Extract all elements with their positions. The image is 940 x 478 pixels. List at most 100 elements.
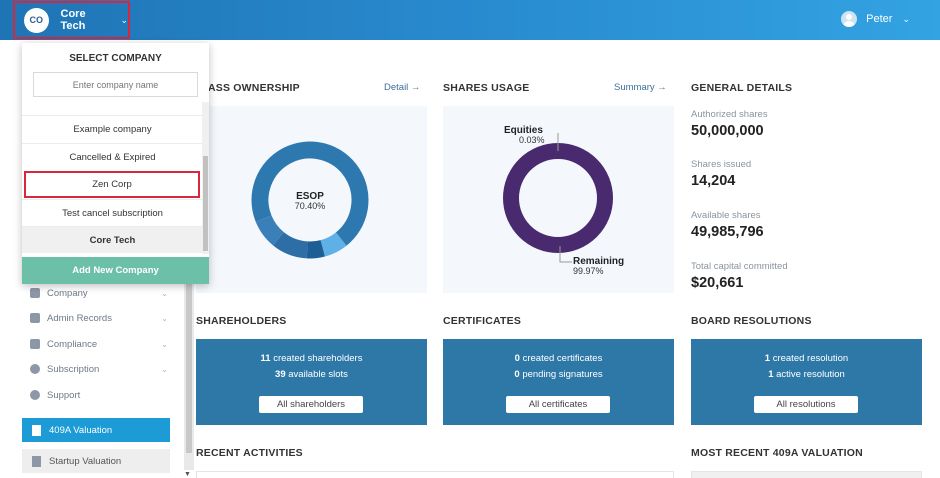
- sidebar-item-admin-records[interactable]: Admin Records ⌄: [30, 309, 174, 327]
- shield-icon: [30, 339, 40, 349]
- shares-usage-panel: Equities 0.03% Remaining 99.97%: [443, 106, 674, 293]
- all-certificates-button[interactable]: All certificates: [506, 396, 610, 413]
- available-shares-value: 49,985,796: [691, 224, 764, 240]
- resolutions-created-line: 1 created resolution: [691, 353, 922, 364]
- donut-segment: [320, 232, 347, 257]
- recent-409a-panel: [691, 471, 922, 478]
- sidebar-item-label: 409A Valuation: [49, 424, 113, 436]
- count: 0: [514, 369, 520, 380]
- authorized-shares-value: 50,000,000: [691, 123, 764, 139]
- ownership-donut: [251, 141, 369, 259]
- count: 1: [768, 369, 774, 380]
- shareholders-title: SHAREHOLDERS: [196, 315, 287, 327]
- text: created certificates: [519, 353, 603, 364]
- shares-usage-donut-chart: Equities 0.03% Remaining 99.97%: [503, 125, 624, 276]
- sidebar-item-compliance[interactable]: Compliance ⌄: [30, 335, 174, 353]
- company-option-example[interactable]: Example company: [22, 115, 203, 142]
- capital-committed-label: Total capital committed: [691, 261, 788, 272]
- company-option-test-cancel[interactable]: Test cancel subscription: [22, 199, 203, 226]
- sidebar-scrollbar[interactable]: ▼: [184, 283, 194, 478]
- shareholders-created-line: 11 created shareholders: [196, 353, 427, 364]
- certificates-created-line: 0 created certificates: [443, 353, 674, 364]
- sidebar-item-label: Compliance: [47, 338, 98, 350]
- user-name: Peter: [866, 13, 893, 25]
- shares-issued-label: Shares issued: [691, 159, 752, 170]
- sidebar-item-label: Support: [47, 389, 81, 401]
- ownership-donut-chart: ESOP 70.40%: [251, 141, 369, 259]
- sidebar-item-support[interactable]: Support: [30, 386, 174, 404]
- shareholders-slots-line: 39 available slots: [196, 369, 427, 380]
- chevron-down-icon: ⌄: [902, 13, 910, 24]
- chevron-down-icon: ⌄: [161, 339, 168, 349]
- count: 39: [275, 369, 286, 380]
- shares-remaining-ring: [503, 143, 613, 253]
- detail-link[interactable]: Detail →: [384, 82, 421, 93]
- count: 0: [514, 353, 520, 364]
- document-icon: [32, 424, 41, 436]
- donut-segment: [255, 215, 285, 246]
- chevron-down-icon: ⌄: [161, 364, 168, 374]
- dollar-icon: [30, 364, 40, 374]
- remaining-value: 99.97%: [573, 266, 604, 276]
- certificates-card: 0 created certificates 0 pending signatu…: [443, 339, 674, 425]
- remaining-label: Remaining: [573, 256, 624, 267]
- chevron-down-icon: ⌄: [161, 313, 168, 323]
- chevron-down-icon: ⌄: [120, 14, 128, 25]
- certificates-title: CERTIFICATES: [443, 315, 522, 327]
- board-resolutions-title: BOARD RESOLUTIONS: [691, 315, 812, 327]
- company-option-zen-corp[interactable]: Zen Corp: [24, 171, 200, 198]
- shareholders-card: 11 created shareholders 39 available slo…: [196, 339, 427, 425]
- company-search-input[interactable]: [33, 72, 198, 97]
- class-ownership-title: ASS OWNERSHIP: [208, 82, 300, 94]
- add-new-company-button[interactable]: Add New Company: [22, 257, 209, 284]
- user-menu[interactable]: Peter ⌄: [841, 11, 910, 27]
- dropdown-scrollbar[interactable]: [202, 102, 209, 254]
- text: pending signatures: [519, 369, 603, 380]
- company-avatar: CO: [24, 7, 49, 33]
- donut-segment: [306, 240, 325, 259]
- certificates-pending-line: 0 pending signatures: [443, 369, 674, 380]
- sidebar-item-label: Startup Valuation: [49, 455, 122, 467]
- board-resolutions-card: 1 created resolution 1 active resolution…: [691, 339, 922, 425]
- company-dropdown: SELECT COMPANY . . . . . . Example compa…: [22, 43, 209, 284]
- dropdown-title: SELECT COMPANY: [69, 53, 162, 64]
- scrollbar-thumb[interactable]: [186, 283, 192, 453]
- remaining-leader-line: [559, 246, 572, 263]
- all-shareholders-button[interactable]: All shareholders: [259, 396, 363, 413]
- scroll-down-icon[interactable]: ▼: [184, 471, 191, 478]
- donut-segment: [251, 141, 369, 246]
- records-icon: [30, 313, 40, 323]
- sidebar-startup-valuation[interactable]: Startup Valuation: [22, 449, 170, 473]
- user-avatar-icon: [841, 11, 858, 27]
- text: active resolution: [773, 369, 845, 380]
- company-switcher[interactable]: CO Core Tech ⌄: [13, 1, 130, 39]
- list-item-partial: . . . . . .: [22, 102, 203, 106]
- company-option-cancelled[interactable]: Cancelled & Expired: [22, 143, 203, 170]
- resolutions-active-line: 1 active resolution: [691, 369, 922, 380]
- company-list: . . . . . . Example company Cancelled & …: [22, 102, 203, 254]
- sidebar-item-company[interactable]: Company ⌄: [30, 284, 174, 302]
- support-icon: [30, 390, 40, 400]
- summary-link[interactable]: Summary →: [614, 82, 667, 93]
- equities-label: Equities: [504, 125, 543, 136]
- text: available slots: [285, 369, 348, 380]
- sidebar-409a-valuation[interactable]: 409A Valuation: [22, 418, 170, 442]
- recent-activities-panel: [196, 471, 674, 478]
- shares-issued-value: 14,204: [691, 173, 736, 189]
- text: created shareholders: [270, 353, 363, 364]
- all-resolutions-button[interactable]: All resolutions: [754, 396, 858, 413]
- sidebar-item-subscription[interactable]: Subscription ⌄: [30, 360, 174, 378]
- sidebar-item-label: Subscription: [47, 363, 100, 375]
- donut-segment: [273, 231, 309, 259]
- sidebar-item-label: Admin Records: [47, 312, 112, 324]
- class-ownership-panel: ESOP 70.40%: [196, 106, 427, 293]
- chevron-down-icon: ⌄: [161, 288, 168, 298]
- available-shares-label: Available shares: [691, 210, 761, 221]
- recent-409a-title: MOST RECENT 409A VALUATION: [691, 447, 863, 459]
- company-option-core-tech[interactable]: Core Tech: [22, 226, 203, 253]
- building-icon: [30, 288, 40, 298]
- scrollbar-thumb[interactable]: [203, 156, 208, 251]
- shares-usage-title: SHARES USAGE: [443, 82, 530, 94]
- top-bar: CO Core Tech ⌄ Peter ⌄: [0, 0, 940, 40]
- document-icon: [32, 455, 41, 467]
